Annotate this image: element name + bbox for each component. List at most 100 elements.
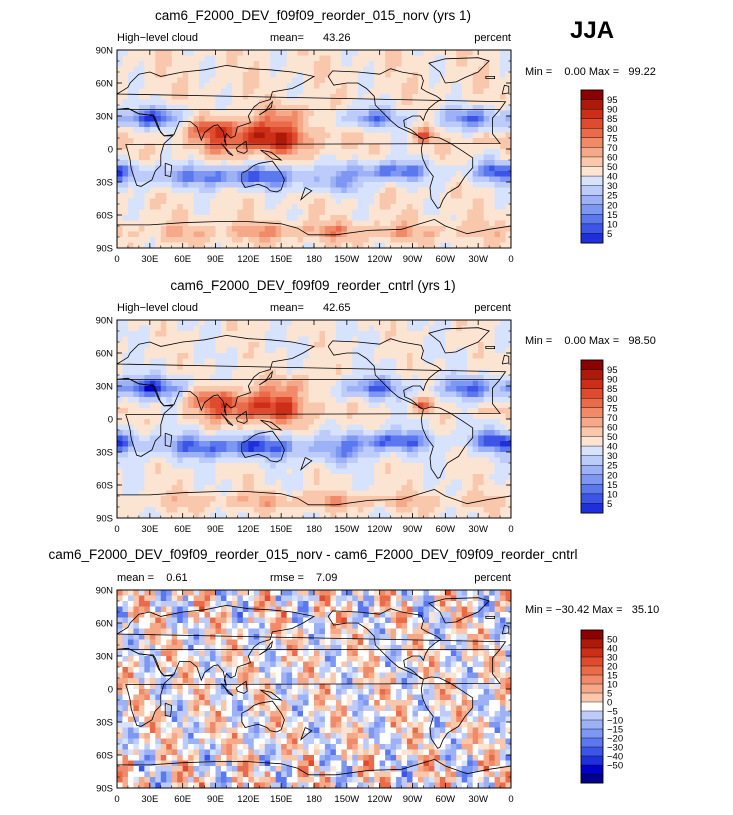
map-cell: [374, 55, 381, 62]
map-cell: [434, 325, 441, 332]
map-cell: [385, 452, 392, 458]
map-cell: [188, 154, 195, 161]
map-cell: [428, 55, 435, 62]
map-cell: [303, 77, 309, 84]
map-cell: [505, 457, 511, 464]
map-cell: [270, 419, 277, 425]
map-cell: [412, 369, 419, 376]
map-cell: [210, 198, 216, 205]
map-cell: [155, 160, 162, 166]
map-cell: [210, 55, 216, 62]
map-cell: [220, 485, 227, 491]
map-cell: [489, 413, 495, 420]
map-cell: [417, 143, 424, 150]
map-cell: [445, 336, 452, 343]
map-cell: [423, 105, 430, 111]
map-cell: [324, 138, 331, 144]
map-cell: [330, 237, 337, 243]
map-cell: [210, 358, 216, 365]
map-cell: [155, 397, 162, 403]
map-cell: [374, 143, 381, 150]
map-cell: [467, 94, 474, 100]
map-cell: [324, 88, 331, 95]
map-cell: [210, 160, 216, 166]
map-cell: [314, 369, 320, 376]
map-cell: [138, 165, 145, 172]
map-cell: [281, 110, 288, 117]
map-cell: [248, 187, 255, 194]
map-cell: [324, 116, 331, 122]
map-cell: [270, 204, 277, 210]
map-cell: [472, 105, 479, 111]
map-cell: [155, 204, 162, 210]
map-cell: [450, 342, 457, 348]
map-cell: [215, 226, 222, 232]
map-cell: [379, 457, 386, 464]
map-cell: [478, 242, 485, 248]
map-cell: [505, 55, 511, 62]
map-cell: [478, 182, 485, 188]
map-cell: [434, 88, 441, 95]
map-cell: [390, 452, 397, 458]
map-cell: [324, 347, 331, 354]
map-cell: [138, 182, 145, 188]
map-cell: [500, 72, 506, 78]
map-cell: [242, 331, 249, 337]
map-cell: [231, 468, 238, 475]
map-cell: [199, 226, 205, 232]
map-cell: [314, 182, 320, 188]
map-cell: [346, 61, 353, 67]
map-cell: [461, 182, 468, 188]
map-cell: [193, 441, 200, 447]
map-cell: [379, 446, 386, 453]
map-cell: [286, 127, 293, 133]
map-cell: [500, 198, 506, 205]
map-cell: [226, 413, 233, 420]
map-cell: [253, 231, 260, 238]
map-cell: [215, 353, 222, 359]
map-cell: [385, 336, 392, 343]
map-cell: [412, 413, 419, 420]
map-cell: [182, 320, 189, 326]
map-cell: [286, 99, 293, 106]
map-cell: [467, 237, 474, 243]
map-cell: [483, 121, 490, 128]
map-cell: [199, 182, 205, 188]
map-cell: [286, 154, 293, 161]
map-cell: [341, 474, 348, 480]
map-cell: [379, 242, 386, 248]
map-cell: [182, 171, 189, 177]
map-cell: [385, 209, 392, 216]
map-cell: [385, 353, 392, 359]
map-cell: [319, 408, 326, 414]
map-cell: [292, 220, 298, 227]
map-cell: [248, 198, 255, 205]
map-cell: [335, 237, 342, 243]
map-cell: [193, 204, 200, 210]
map-cell: [204, 220, 211, 227]
map-cell: [368, 66, 375, 73]
map-cell: [215, 50, 222, 56]
map-cell: [226, 391, 233, 398]
map-cell: [281, 452, 288, 458]
map-cell: [500, 171, 506, 177]
map-cell: [231, 358, 238, 365]
map-cell: [450, 94, 457, 100]
map-cell: [220, 397, 227, 403]
map-cell: [171, 446, 178, 453]
map-cell: [127, 61, 134, 67]
map-cell: [352, 55, 359, 62]
map-cell: [253, 463, 260, 469]
map-cell: [461, 220, 468, 227]
map-cell: [308, 215, 315, 221]
map-cell: [390, 342, 397, 348]
map-cell: [231, 397, 238, 403]
map-cell: [439, 325, 446, 332]
map-cell: [188, 198, 195, 205]
map-cell: [368, 369, 375, 376]
map-cell: [505, 463, 511, 469]
map-cell: [357, 369, 364, 376]
map-cell: [237, 193, 244, 199]
map-cell: [494, 110, 501, 117]
map-cell: [281, 430, 288, 436]
